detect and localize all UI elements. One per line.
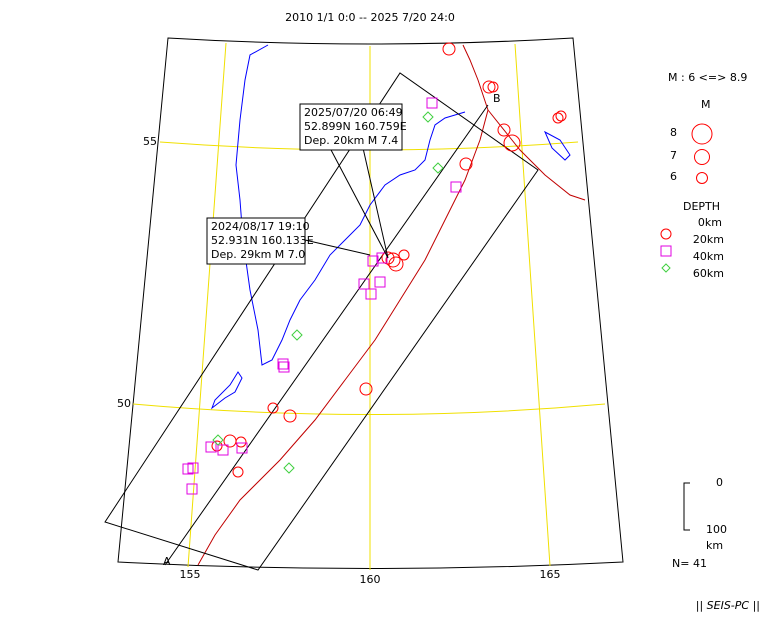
parallels <box>132 141 606 415</box>
lon-label: 165 <box>540 568 561 581</box>
earthquake-symbol <box>381 251 395 265</box>
earthquake-symbol <box>388 256 404 272</box>
annotation-line: 2025/07/20 06:49 <box>304 106 403 119</box>
section-end: B <box>493 92 501 105</box>
footer: || SEIS-PC || <box>696 599 760 612</box>
legend-title: M <box>701 98 711 111</box>
earthquake-symbol <box>232 466 244 478</box>
earthquake-symbol <box>398 249 410 261</box>
earthquake-symbol <box>358 278 370 290</box>
earthquake-symbol <box>555 110 567 122</box>
earthquake-symbol <box>450 181 462 193</box>
legend-symbol <box>660 228 672 240</box>
earthquake-symbol <box>552 112 564 124</box>
scale-label: 0 <box>716 476 723 489</box>
earthquake-symbol <box>217 444 229 456</box>
earthquake-symbol <box>365 288 377 300</box>
scale-label: km <box>706 539 723 552</box>
event-count: N= 41 <box>672 557 707 570</box>
coastline <box>235 44 466 366</box>
earthquake-symbol <box>267 402 279 414</box>
earthquake-symbol <box>212 434 224 446</box>
legend-symbol <box>696 172 708 184</box>
earthquake-symbol <box>211 440 223 452</box>
annotation-box <box>299 103 403 151</box>
depth-scale <box>683 482 690 531</box>
map-frame <box>117 37 624 569</box>
annotation-line: Dep. 20km M 7.4 <box>304 134 398 147</box>
coastline <box>210 371 243 410</box>
trench-line <box>197 44 489 566</box>
legend-label: 6 <box>670 170 677 183</box>
legend-label: 8 <box>670 126 677 139</box>
legend-label: 20km <box>693 233 724 246</box>
title: 2010 1/1 0:0 -- 2025 7/20 24:0 <box>285 11 455 24</box>
earthquakes <box>182 42 567 495</box>
scale-label: 100 <box>706 523 727 536</box>
earthquake-symbol <box>376 252 388 264</box>
annotation-line: 2024/08/17 19:10 <box>211 220 310 233</box>
earthquake-symbol <box>385 252 401 268</box>
lon-label: 160 <box>360 573 381 586</box>
lat-label: 55 <box>143 135 157 148</box>
earthquake-symbol <box>442 42 456 56</box>
legend-symbol <box>660 245 672 257</box>
legend-symbol <box>661 263 671 273</box>
earthquake-symbol <box>186 483 198 495</box>
coastline <box>543 130 571 161</box>
earthquake-symbol <box>497 123 511 137</box>
annotation-line: 52.931N 160.133E <box>211 234 314 247</box>
lat-label: 50 <box>117 397 131 410</box>
legend-symbol <box>691 123 713 145</box>
legend-label: 60km <box>693 267 724 280</box>
lon-label: 155 <box>180 568 201 581</box>
earthquake-symbol <box>374 276 386 288</box>
earthquake-symbol <box>359 382 373 396</box>
earthquake-symbol <box>367 255 379 267</box>
annotation-line: 52.899N 160.759E <box>304 120 407 133</box>
earthquake-symbol <box>459 157 473 171</box>
earthquake-symbol <box>503 134 521 152</box>
legend-symbol <box>694 149 710 165</box>
earthquake-symbol <box>278 361 290 373</box>
annotation-box <box>206 217 306 265</box>
earthquake-symbol <box>187 462 199 474</box>
legend-title: DEPTH <box>683 200 720 213</box>
section-end: A <box>163 555 171 568</box>
earthquake-symbol <box>235 436 247 448</box>
earthquake-symbol <box>291 329 303 341</box>
legend-label: 40km <box>693 250 724 263</box>
earthquake-symbol <box>426 97 438 109</box>
legend-range: M : 6 <=> 8.9 <box>668 71 747 84</box>
earthquake-symbol <box>487 81 499 93</box>
plate-boundary <box>487 109 586 201</box>
earthquake-symbol <box>422 111 434 123</box>
earthquake-symbol <box>283 409 297 423</box>
earthquake-symbol <box>283 462 295 474</box>
earthquake-symbol <box>482 80 496 94</box>
earthquake-symbol <box>277 358 289 370</box>
annotation-line: Dep. 29km M 7.0 <box>211 248 305 261</box>
earthquake-symbol <box>205 441 217 453</box>
earthquake-symbol <box>432 162 444 174</box>
legend-label: 7 <box>670 149 677 162</box>
legend-label: 0km <box>698 216 722 229</box>
annotation-leader <box>304 147 389 259</box>
earthquake-symbol <box>236 442 248 454</box>
